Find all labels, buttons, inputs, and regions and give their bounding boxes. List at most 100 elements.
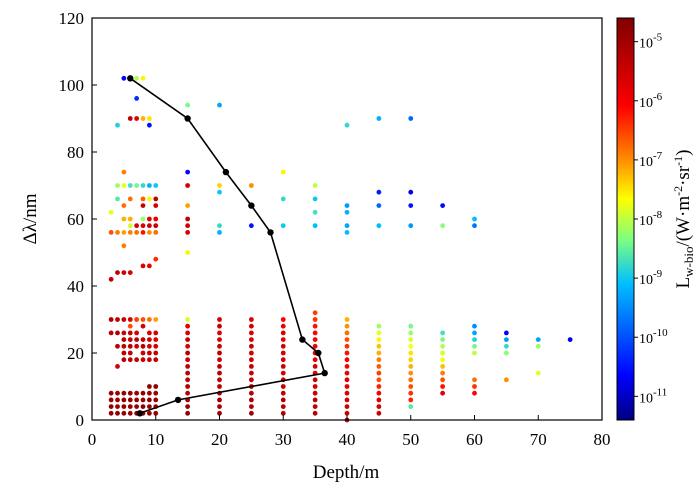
scatter-point: [134, 75, 140, 81]
scatter-point: [280, 343, 286, 349]
scatter-point: [248, 377, 254, 383]
scatter-point: [408, 330, 414, 336]
scatter-point: [472, 216, 477, 222]
scatter-point: [217, 317, 222, 322]
scatter-point: [312, 377, 318, 383]
scatter-point: [312, 364, 318, 369]
x-tick-label: 20: [211, 430, 228, 449]
scatter-point: [312, 223, 318, 229]
scatter-point: [217, 350, 222, 356]
scatter-point: [408, 357, 414, 363]
scatter-point: [344, 390, 350, 396]
scatter-point: [408, 189, 414, 195]
scatter-point: [153, 337, 159, 342]
scatter-point: [472, 343, 477, 349]
scatter-point: [127, 183, 133, 188]
scatter-point: [312, 384, 318, 389]
scatter-point: [217, 364, 222, 369]
scatter-point: [408, 377, 414, 383]
scatter-point: [440, 364, 446, 369]
colorbar-tick-label: 10-10: [639, 327, 668, 347]
scatter-point: [108, 317, 114, 322]
scatter-point: [312, 317, 318, 322]
scatter-point: [312, 404, 318, 409]
scatter-point: [344, 384, 350, 389]
scatter-point: [153, 183, 159, 188]
scatter-point: [217, 397, 222, 403]
scatter-point: [567, 337, 573, 342]
scatter-point: [108, 410, 114, 416]
scatter-point: [312, 323, 318, 329]
trend-line-marker: [127, 75, 134, 82]
scatter-point: [280, 223, 286, 229]
scatter-point: [185, 384, 191, 389]
scatter-point: [408, 343, 414, 349]
trend-line: [127, 75, 328, 417]
scatter-point: [115, 390, 120, 396]
scatter-point: [185, 337, 191, 342]
scatter-point: [440, 337, 446, 342]
scatter-point: [127, 343, 133, 349]
colorbar: [616, 17, 635, 421]
scatter-point: [217, 377, 222, 383]
scatter-point: [440, 390, 446, 396]
scatter-point: [140, 203, 146, 209]
scatter-point: [146, 390, 152, 396]
y-axis: 0 20 40 60 80 100 120: [59, 9, 97, 430]
scatter-point: [280, 357, 286, 363]
scatter-point: [185, 377, 191, 383]
scatter-point: [312, 183, 318, 188]
colorbar-tick-label: 10-9: [639, 268, 663, 288]
scatter-point: [217, 357, 222, 363]
scatter-point: [344, 330, 350, 336]
scatter-point: [376, 357, 382, 363]
scatter-point: [115, 410, 120, 416]
scatter-point: [108, 209, 114, 215]
scatter-point: [344, 343, 350, 349]
scatter-point: [248, 343, 254, 349]
scatter-point: [440, 330, 446, 336]
x-tick-label: 70: [530, 430, 547, 449]
scatter-point: [312, 357, 318, 363]
scatter-point: [153, 390, 159, 396]
scatter-point: [153, 256, 159, 262]
scatter-point: [185, 250, 191, 255]
scatter-point: [134, 337, 140, 342]
scatter-point: [140, 404, 146, 409]
scatter-point: [140, 196, 146, 202]
scatter-point: [153, 196, 159, 202]
scatter-point: [140, 357, 146, 363]
scatter-point: [121, 337, 127, 342]
scatter-point: [134, 330, 140, 336]
scatter-point: [376, 390, 382, 396]
scatter-point: [217, 223, 222, 229]
trend-line-marker: [321, 369, 328, 377]
scatter-point: [185, 169, 191, 175]
scatter-point: [280, 350, 286, 356]
scatter-point: [248, 330, 254, 336]
scatter-point: [248, 183, 254, 188]
scatter-point: [440, 370, 446, 376]
scatter-point: [472, 323, 477, 329]
scatter-point: [503, 377, 509, 383]
scatter-point: [140, 263, 146, 269]
scatter-point: [312, 397, 318, 403]
y-tick-label: 20: [67, 344, 84, 363]
scatter-point: [127, 350, 133, 356]
scatter-point: [115, 122, 120, 128]
scatter-point: [472, 384, 477, 389]
scatter-point: [140, 390, 146, 396]
scatter-point: [146, 337, 152, 342]
scatter-point: [115, 230, 120, 235]
scatter-point: [440, 203, 446, 209]
scatter-point: [376, 404, 382, 409]
scatter-point: [280, 337, 286, 342]
scatter-point: [344, 397, 350, 403]
x-tick-label: 0: [88, 430, 97, 449]
scatter-point: [146, 183, 152, 188]
scatter-point: [408, 364, 414, 369]
scatter-point: [280, 364, 286, 369]
scatter-point: [344, 410, 350, 416]
colorbar-tick-label: 10-7: [639, 150, 663, 170]
